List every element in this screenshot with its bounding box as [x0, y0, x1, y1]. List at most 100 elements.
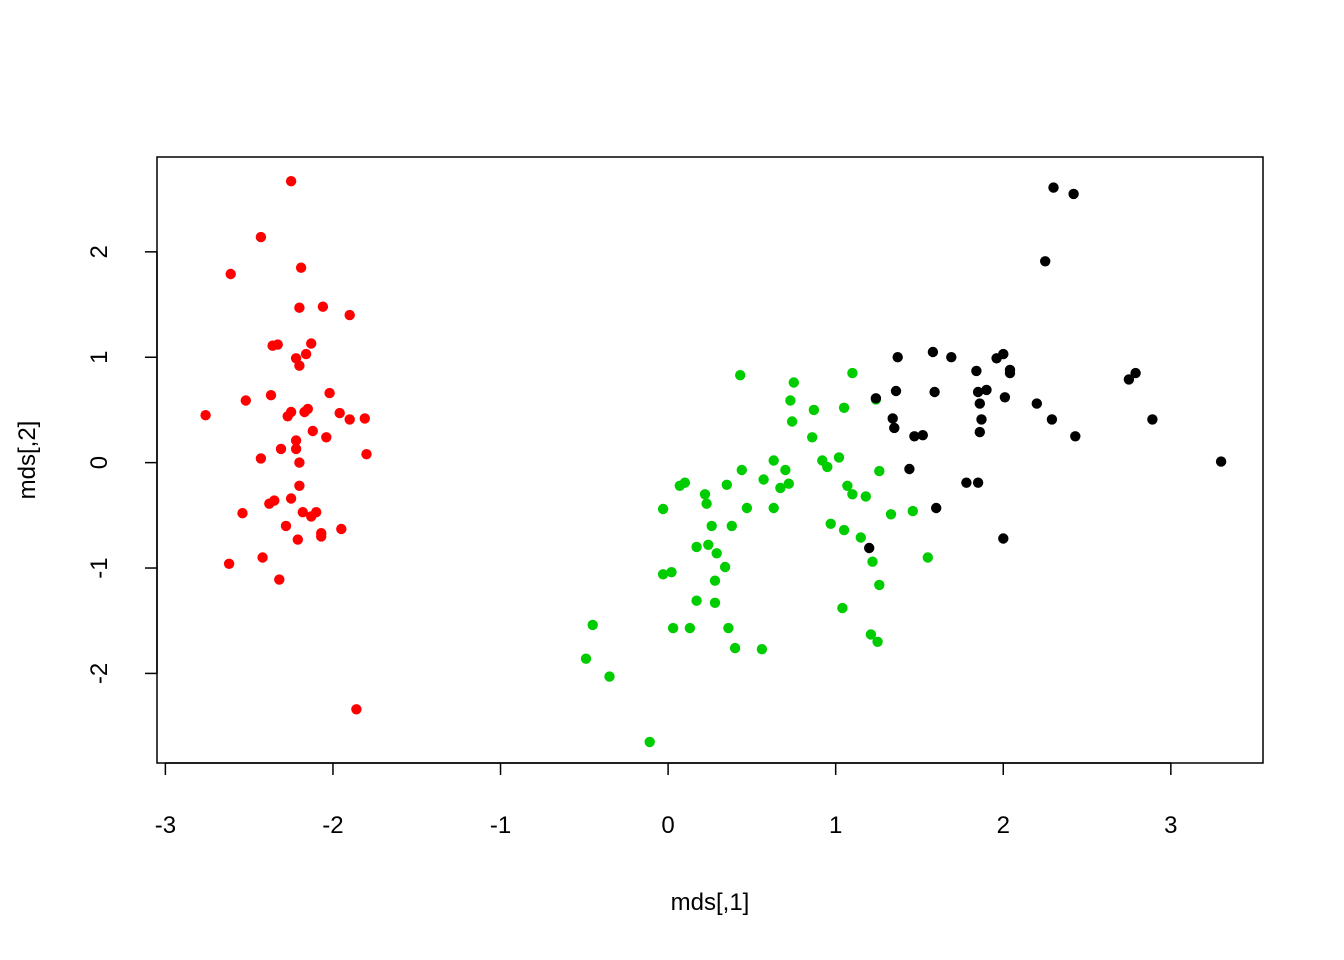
- data-point: [974, 398, 985, 409]
- data-point: [867, 556, 878, 567]
- data-point: [922, 552, 933, 563]
- data-point: [237, 508, 248, 519]
- data-point: [294, 360, 305, 371]
- data-point: [302, 403, 313, 415]
- data-point: [931, 502, 942, 514]
- data-point: [721, 479, 732, 490]
- data-point: [1040, 256, 1051, 267]
- data-point: [351, 704, 362, 715]
- data-point: [255, 231, 267, 243]
- data-point: [1123, 374, 1135, 385]
- data-point: [275, 443, 287, 455]
- data-point: [864, 542, 875, 554]
- data-point: [1004, 367, 1016, 379]
- data-point: [971, 365, 982, 377]
- x-tick-label: 3: [1164, 812, 1177, 839]
- data-point: [838, 524, 850, 536]
- data-point: [691, 541, 702, 553]
- data-point: [723, 622, 734, 634]
- data-point: [860, 491, 871, 502]
- x-tick-label: -2: [322, 812, 343, 839]
- data-point: [729, 642, 741, 654]
- y-tick-label: 1: [86, 351, 113, 364]
- data-point: [838, 402, 850, 413]
- data-point: [785, 395, 796, 406]
- data-point: [294, 480, 305, 491]
- data-point: [870, 393, 882, 404]
- data-point: [890, 385, 902, 397]
- data-point: [972, 386, 984, 398]
- data-point: [274, 574, 285, 585]
- data-point: [255, 453, 267, 464]
- data-point: [726, 520, 737, 532]
- data-point: [999, 392, 1011, 403]
- data-point: [587, 619, 598, 631]
- data-point: [684, 622, 696, 634]
- data-point: [711, 548, 722, 559]
- data-point: [257, 552, 268, 563]
- data-point: [927, 346, 939, 358]
- data-point: [344, 414, 355, 425]
- data-point: [334, 407, 345, 419]
- data-point: [847, 489, 858, 500]
- data-point: [1130, 367, 1141, 379]
- x-axis-title: mds[,1]: [671, 889, 750, 916]
- data-point: [657, 569, 669, 580]
- data-point: [265, 390, 277, 401]
- data-point: [294, 302, 305, 313]
- data-point: [657, 503, 669, 515]
- y-tick-label: 2: [86, 245, 113, 258]
- data-point: [285, 176, 297, 187]
- data-point: [1070, 431, 1081, 442]
- data-point: [929, 386, 940, 398]
- data-point: [822, 461, 833, 473]
- data-point: [807, 432, 818, 443]
- data-point: [847, 367, 858, 379]
- data-point: [1147, 414, 1158, 425]
- y-axis: -2 -1 0 1 2: [86, 245, 158, 684]
- data-point: [285, 493, 297, 504]
- data-point: [200, 410, 211, 421]
- data-point: [674, 480, 685, 491]
- data-point: [306, 338, 317, 349]
- data-point: [336, 523, 347, 535]
- data-point: [756, 644, 768, 655]
- data-point: [976, 414, 987, 425]
- data-point: [644, 736, 655, 748]
- data-point: [904, 463, 915, 475]
- data-point: [361, 449, 372, 460]
- data-point: [889, 422, 900, 434]
- data-point: [1048, 182, 1059, 193]
- data-point: [699, 489, 711, 500]
- data-point: [865, 629, 877, 640]
- data-point: [240, 395, 251, 406]
- data-point: [768, 455, 779, 466]
- data-point: [874, 579, 885, 591]
- data-point: [887, 413, 898, 424]
- plot-frame: [156, 156, 1264, 764]
- data-point: [1031, 398, 1043, 409]
- data-point: [825, 518, 836, 529]
- x-tick-label: 2: [997, 812, 1010, 839]
- data-point: [1215, 456, 1227, 467]
- data-point: [580, 653, 592, 664]
- data-point: [788, 377, 799, 388]
- data-point: [780, 464, 791, 476]
- data-point: [297, 507, 308, 518]
- data-point: [306, 511, 317, 522]
- y-tick-label: 0: [86, 456, 113, 469]
- data-point: [285, 406, 297, 418]
- data-point: [691, 595, 702, 606]
- data-point: [775, 482, 786, 494]
- data-point: [701, 498, 712, 509]
- x-tick-label: -3: [155, 812, 176, 839]
- data-point: [768, 502, 779, 514]
- data-point: [872, 636, 883, 647]
- data-point: [972, 477, 984, 488]
- data-point: [735, 370, 746, 381]
- data-point: [842, 480, 853, 491]
- data-point: [808, 404, 820, 416]
- data-point: [264, 498, 275, 509]
- data-point: [961, 477, 972, 488]
- data-point: [307, 425, 318, 437]
